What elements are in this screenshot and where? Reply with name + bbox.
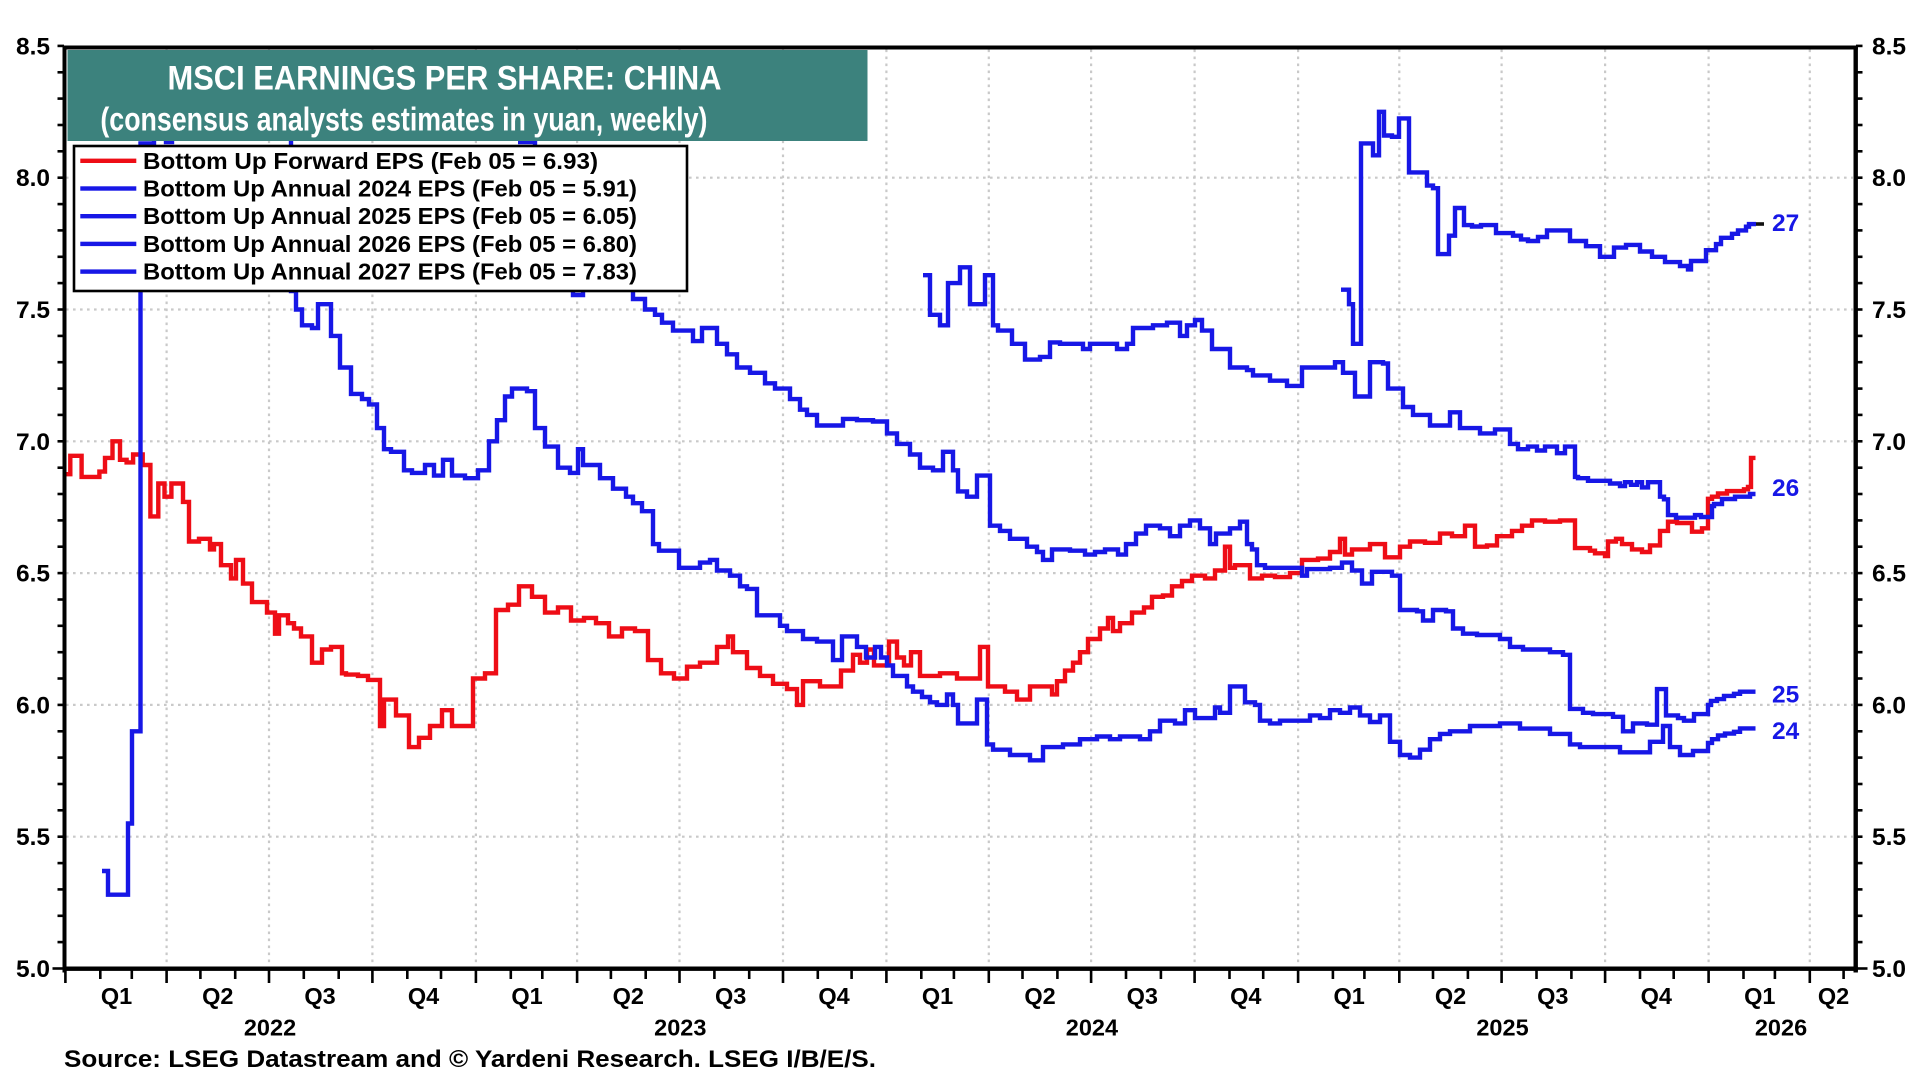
svg-text:8.0: 8.0 [16,165,50,192]
svg-text:Q3: Q3 [1537,983,1568,1009]
svg-text:Q1: Q1 [511,983,542,1009]
svg-text:Q1: Q1 [101,983,132,1009]
svg-text:Bottom Up Annual 2024 EPS (Feb: Bottom Up Annual 2024 EPS (Feb 05 = 5.91… [143,176,637,202]
svg-text:5.0: 5.0 [1872,956,1906,983]
svg-text:Q4: Q4 [408,983,439,1009]
svg-text:Bottom Up Forward EPS (Feb 05: Bottom Up Forward EPS (Feb 05 = 6.93) [143,148,598,174]
svg-text:Bottom Up Annual 2025 EPS (Feb: Bottom Up Annual 2025 EPS (Feb 05 = 6.05… [143,203,637,229]
svg-text:Q1: Q1 [1334,983,1365,1009]
svg-text:Q1: Q1 [1744,983,1775,1009]
svg-text:Bottom Up Annual 2027 EPS (Feb: Bottom Up Annual 2027 EPS (Feb 05 = 7.83… [143,259,637,285]
svg-text:8.5: 8.5 [16,33,50,60]
svg-text:Q2: Q2 [202,983,233,1009]
svg-text:6.0: 6.0 [1872,692,1906,719]
svg-text:7.5: 7.5 [1872,297,1906,324]
svg-text:8.5: 8.5 [1872,33,1906,60]
svg-text:6.5: 6.5 [16,561,50,588]
svg-text:5.5: 5.5 [16,824,50,851]
svg-text:(consensus analysts estimates: (consensus analysts estimates in yuan, w… [100,101,707,138]
svg-text:Q2: Q2 [1435,983,1466,1009]
svg-text:2024: 2024 [1066,1015,1118,1041]
svg-text:24: 24 [1772,718,1800,745]
svg-text:7.0: 7.0 [1872,429,1906,456]
svg-text:27: 27 [1772,210,1799,237]
svg-text:5.0: 5.0 [16,956,50,983]
svg-text:Bottom Up Annual 2026 EPS (Feb: Bottom Up Annual 2026 EPS (Feb 05 = 6.80… [143,231,637,257]
svg-text:2025: 2025 [1476,1015,1528,1041]
svg-text:Source: LSEG Datastream and ©: Source: LSEG Datastream and © Yardeni Re… [64,1046,876,1073]
svg-text:Q4: Q4 [818,983,849,1009]
svg-text:Q1: Q1 [922,983,953,1009]
svg-text:26: 26 [1772,475,1799,502]
svg-text:Q3: Q3 [304,983,335,1009]
svg-text:5.5: 5.5 [1872,824,1906,851]
svg-text:6.5: 6.5 [1872,561,1906,588]
svg-text:Q4: Q4 [1641,983,1672,1009]
svg-text:Q2: Q2 [1818,983,1849,1009]
svg-text:Q2: Q2 [613,983,644,1009]
svg-text:Q3: Q3 [1127,983,1158,1009]
svg-text:Q3: Q3 [715,983,746,1009]
svg-text:6.0: 6.0 [16,692,50,719]
svg-text:7.5: 7.5 [16,297,50,324]
svg-text:2026: 2026 [1755,1015,1807,1041]
svg-text:Q4: Q4 [1230,983,1261,1009]
svg-text:Q2: Q2 [1024,983,1055,1009]
svg-text:MSCI EARNINGS PER SHARE: CHINA: MSCI EARNINGS PER SHARE: CHINA [168,60,722,98]
svg-text:7.0: 7.0 [16,429,50,456]
svg-text:2022: 2022 [244,1015,296,1041]
svg-text:8.0: 8.0 [1872,165,1906,192]
svg-text:2023: 2023 [654,1015,706,1041]
svg-text:25: 25 [1772,681,1799,708]
